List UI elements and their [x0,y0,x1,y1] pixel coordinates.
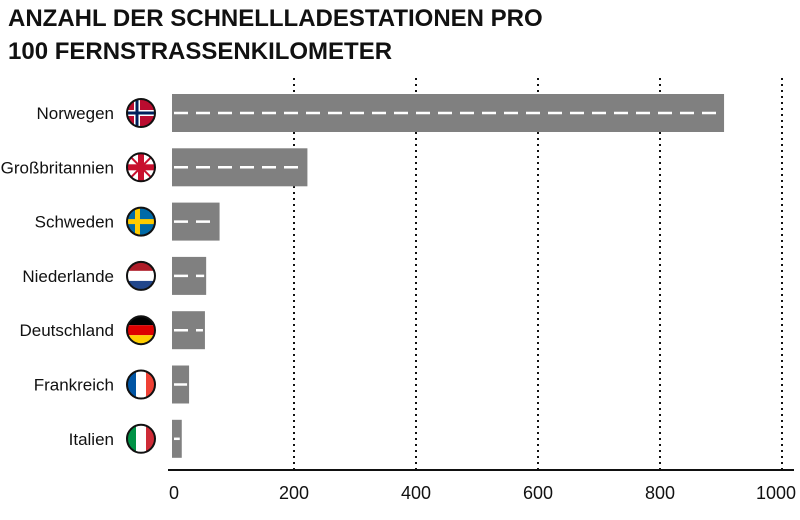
bar-italien [172,419,182,458]
flags [126,98,156,454]
bar-deutschland [172,311,205,350]
flag-norway-icon [126,98,156,128]
flag-sweden-icon [126,206,156,237]
category-labels: Norwegen Großbritannien Schweden Niederland… [1,104,114,449]
x-axis: 0 200 400 600 800 1000 [168,469,796,503]
bar-großbritannien [172,148,308,187]
bar-norwegen [172,94,725,132]
category-label: Norwegen [37,104,115,123]
flag-netherlands-icon [126,260,156,291]
x-tick-label: 400 [401,483,431,503]
category-label: Schweden [35,213,114,232]
flag-uk-icon [126,152,156,183]
bars [172,94,725,458]
chart-title: ANZAHL DER SCHNELLLADESTATIONEN PRO 100 … [8,2,788,68]
chart-title-line-2: 100 FERNSTRASSENKILOMETER [8,38,393,65]
x-tick-label: 800 [645,483,675,503]
x-tick-label: 600 [523,483,553,503]
x-tick-label: 200 [279,483,309,503]
flag-france-icon [126,369,156,400]
flag-germany-icon [126,315,156,346]
bar-niederlande [172,256,207,295]
chart-title-line-1: ANZAHL DER SCHNELLLADESTATIONEN PRO [8,5,543,32]
x-tick-label: 1000 [756,483,796,503]
category-label: Deutschland [19,321,114,340]
category-label: Niederlande [22,267,114,286]
flag-italy-icon [126,423,156,454]
category-label: Großbritannien [1,158,114,177]
x-tick-label: 0 [169,483,179,503]
category-label: Italien [69,430,114,449]
grid-lines [293,78,783,470]
bar-frankreich [172,365,190,404]
bar-schweden [172,202,220,241]
category-label: Frankreich [34,376,114,395]
